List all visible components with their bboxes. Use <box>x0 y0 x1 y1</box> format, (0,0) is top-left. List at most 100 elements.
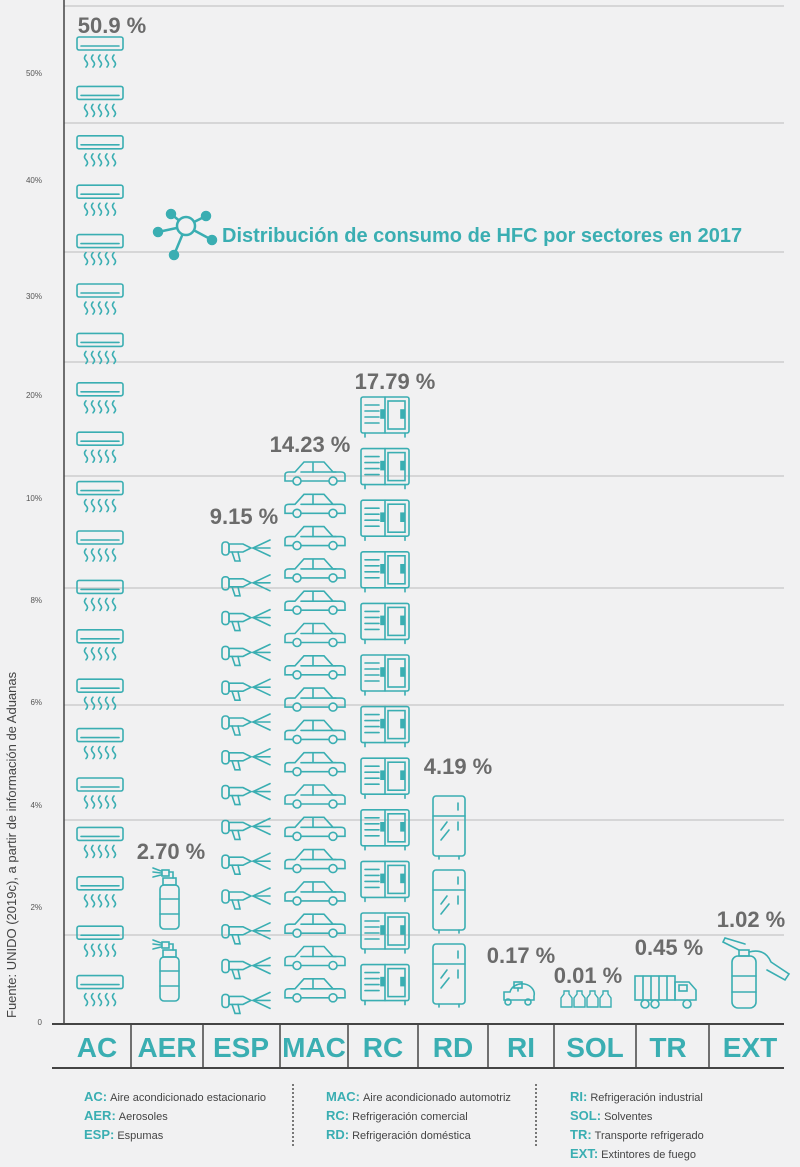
commercial-fridge-icon <box>360 602 410 645</box>
air-conditioner-icon <box>76 727 124 760</box>
category-label-mac: MAC <box>282 1032 346 1063</box>
legend-column-3: RI: Refrigeración industrial SOL: Solventes… <box>570 1088 704 1164</box>
car-icon <box>284 881 346 906</box>
legend-item: RD: Refrigeración doméstica <box>326 1126 511 1145</box>
category-label-esp: ESP <box>213 1032 269 1063</box>
commercial-fridge-icon <box>360 963 410 1006</box>
bar-ac <box>76 36 124 1007</box>
car-icon <box>284 719 346 745</box>
source-note: Fuente: UNIDO (2019c), a partir de infor… <box>4 671 19 1018</box>
value-label-rd: 4.19 % <box>424 754 493 779</box>
legend-code: AER: <box>84 1108 116 1123</box>
category-label-ri: RI <box>507 1032 535 1063</box>
air-conditioner-icon <box>76 283 124 315</box>
refrigerated-truck-icon <box>634 975 697 1009</box>
car-icon <box>284 913 346 939</box>
bar-esp <box>221 539 271 1015</box>
aerosol-can-icon <box>152 939 180 1002</box>
legend-divider <box>292 1084 294 1146</box>
air-conditioner-icon <box>76 875 124 908</box>
car-icon <box>284 525 346 551</box>
air-conditioner-icon <box>76 480 124 513</box>
spray-foam-gun-icon <box>221 573 271 597</box>
legend-code: EXT: <box>570 1146 599 1161</box>
legend-item: MAC: Aire acondicionado automotriz <box>326 1088 511 1107</box>
category-label-ext: EXT <box>723 1032 777 1063</box>
legend-item: EXT: Extintores de fuego <box>570 1145 704 1164</box>
legend-item: TR: Transporte refrigerado <box>570 1126 704 1145</box>
category-label-tr: TR <box>649 1032 686 1063</box>
air-conditioner-icon <box>76 925 124 958</box>
car-icon <box>284 945 346 971</box>
category-label-rd: RD <box>433 1032 473 1063</box>
fire-extinguisher-icon <box>722 937 790 1009</box>
spray-foam-gun-icon <box>221 539 271 562</box>
legend-code: AC: <box>84 1089 108 1104</box>
legend-label: Refrigeración industrial <box>590 1092 703 1104</box>
spray-foam-gun-icon <box>221 782 271 806</box>
legend-column-1: AC: Aire acondicionado estacionario AER: Ae… <box>84 1088 266 1145</box>
value-label-aer: 2.70 % <box>137 839 206 864</box>
spray-foam-gun-icon <box>221 747 271 771</box>
spray-foam-gun-icon <box>221 991 271 1015</box>
legend-code: ESP: <box>84 1127 115 1142</box>
aerosol-can-icon <box>152 867 180 930</box>
domestic-fridge-icon <box>432 943 466 1008</box>
category-label-aer: AER <box>137 1032 196 1063</box>
y-tick-label: 4% <box>30 801 42 810</box>
legend-divider <box>535 1084 537 1146</box>
legend-item: AC: Aire acondicionado estacionario <box>84 1088 266 1107</box>
air-conditioner-icon <box>76 332 124 365</box>
solvent-bottles-icon <box>560 990 612 1008</box>
commercial-fridge-icon <box>360 396 410 438</box>
spray-foam-gun-icon <box>221 608 271 632</box>
car-icon <box>284 493 346 519</box>
air-conditioner-icon <box>76 628 124 661</box>
car-icon <box>284 848 346 874</box>
legend-column-2: MAC: Aire acondicionado automotriz RC: Refr… <box>326 1088 511 1145</box>
value-label-mac: 14.23 % <box>270 432 351 457</box>
bar-mac <box>284 461 346 1003</box>
category-label-sol: SOL <box>566 1032 624 1063</box>
commercial-fridge-icon <box>360 912 410 954</box>
domestic-fridge-icon <box>432 869 466 934</box>
category-label-ac: AC <box>77 1032 117 1063</box>
legend-item: SOL: Solventes <box>570 1107 704 1126</box>
y-tick-label: 10% <box>26 494 42 503</box>
legend-item: RC: Refrigeración comercial <box>326 1107 511 1126</box>
commercial-fridge-icon <box>360 654 410 696</box>
air-conditioner-icon <box>76 777 124 809</box>
spray-foam-gun-icon <box>221 678 271 702</box>
legend-label: Solventes <box>604 1111 653 1123</box>
value-label-esp: 9.15 % <box>210 504 279 529</box>
legend-label: Transporte refrigerado <box>594 1130 704 1142</box>
car-icon <box>284 977 346 1003</box>
spray-foam-gun-icon <box>221 817 271 841</box>
car-icon <box>284 558 346 583</box>
category-label-rc: RC <box>363 1032 403 1063</box>
commercial-fridge-icon <box>360 808 410 851</box>
bar-sol <box>560 990 612 1008</box>
y-tick-label: 30% <box>26 292 42 301</box>
legend-code: RD: <box>326 1127 350 1142</box>
air-conditioner-icon <box>76 530 124 562</box>
value-label-rc: 17.79 % <box>355 369 436 394</box>
spray-foam-gun-icon <box>221 956 271 980</box>
legend-code: MAC: <box>326 1089 360 1104</box>
value-label-tr: 0.45 % <box>635 935 704 960</box>
car-icon <box>284 687 346 712</box>
car-icon <box>284 816 346 842</box>
legend-code: TR: <box>570 1127 592 1142</box>
legend-code: RC: <box>326 1108 350 1123</box>
domestic-fridge-icon <box>432 795 466 860</box>
y-tick-label: 2% <box>30 903 42 912</box>
car-icon <box>284 622 346 648</box>
legend-label: Refrigeración comercial <box>352 1111 468 1123</box>
industrial-compressor-icon <box>503 981 536 1006</box>
bar-tr <box>634 975 697 1009</box>
commercial-fridge-icon <box>360 550 410 593</box>
y-tick-label: 6% <box>30 698 42 707</box>
commercial-fridge-icon <box>360 860 410 903</box>
bar-rc <box>360 396 410 1006</box>
commercial-fridge-icon <box>360 705 410 748</box>
